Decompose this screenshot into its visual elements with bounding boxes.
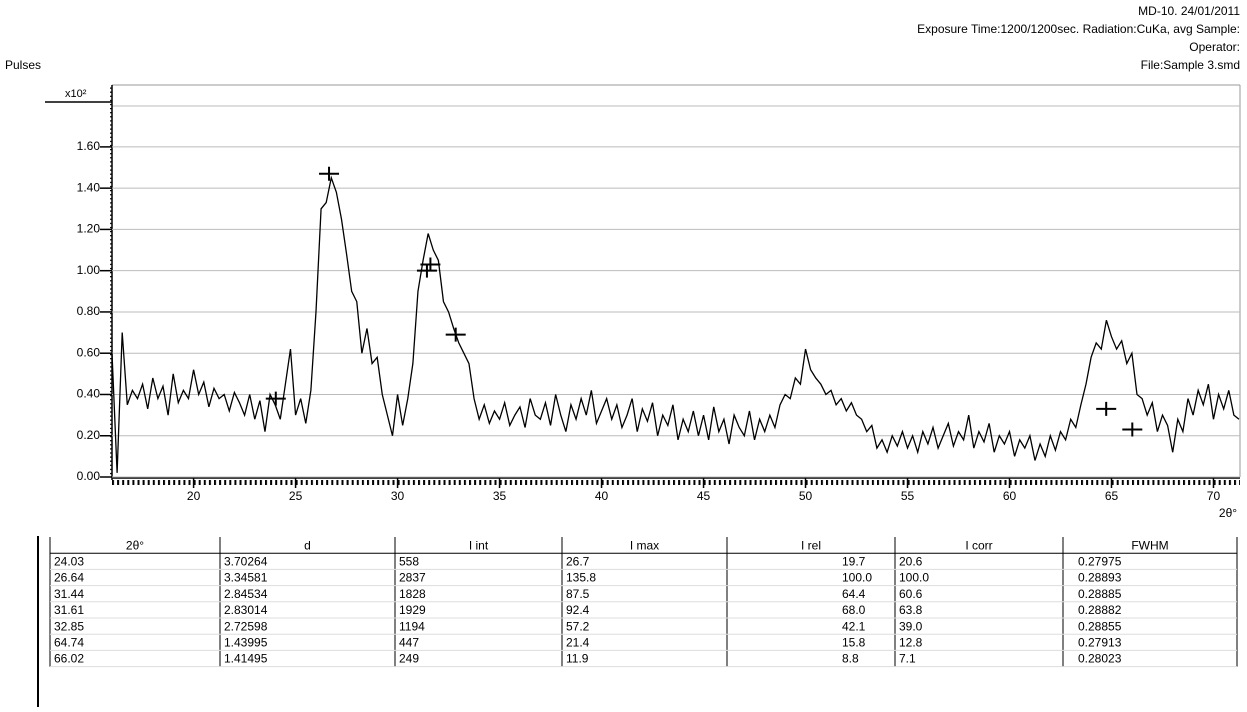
table-cell: 2.72598: [224, 619, 268, 633]
y-tick-label: 1.20: [77, 222, 101, 236]
header-line: Operator:: [1189, 40, 1240, 54]
table-cell: 135.8: [566, 571, 596, 585]
peak-marker: [265, 391, 286, 406]
y-tick-label: 0.60: [77, 345, 101, 359]
table-cell: 0.28885: [1078, 587, 1122, 601]
y-unit: x10²: [65, 88, 87, 100]
diffraction-line: [111, 175, 1240, 473]
table-cell: 20.6: [899, 554, 923, 568]
table-cell: 0.28023: [1078, 652, 1122, 666]
table-cell: 8.8: [842, 652, 859, 666]
table-cell: 0.28855: [1078, 619, 1122, 633]
table-cell: 1.41495: [224, 652, 268, 666]
table-cell: 15.8: [842, 635, 866, 649]
table-cell: 2.84534: [224, 587, 268, 601]
table-cell: 19.7: [842, 554, 866, 568]
x-tick-label: 70: [1207, 489, 1221, 503]
y-axis-label: Pulses: [5, 58, 41, 72]
peak-marker: [416, 263, 437, 278]
table-cell: 7.1: [899, 652, 916, 666]
table-cell: 87.5: [566, 587, 590, 601]
table-cell: 3.34581: [224, 571, 268, 585]
peak-marker: [420, 257, 441, 272]
header-line: MD-10. 24/01/2011: [1138, 4, 1240, 18]
x-tick-label: 25: [289, 489, 303, 503]
x-tick-label: 60: [1003, 489, 1017, 503]
y-tick-label: 0.80: [77, 304, 101, 318]
header-line: File:Sample 3.smd: [1141, 58, 1240, 72]
table-header: I rel: [801, 538, 821, 552]
header-line: Exposure Time:1200/1200sec. Radiation:Cu…: [917, 22, 1240, 36]
table-cell: 1194: [399, 619, 425, 633]
y-tick-label: 1.40: [77, 180, 101, 194]
table-cell: 64.4: [842, 587, 866, 601]
peak-marker: [445, 327, 466, 342]
x-tick-label: 65: [1105, 489, 1119, 503]
table-cell: 11.9: [566, 652, 589, 666]
table-header: I corr: [965, 538, 992, 552]
table-cell: 31.61: [54, 603, 84, 617]
table-header: d: [304, 538, 311, 552]
table-cell: 0.27913: [1078, 635, 1122, 649]
table-cell: 1929: [399, 603, 426, 617]
table-cell: 21.4: [566, 635, 590, 649]
table-cell: 64.74: [54, 635, 84, 649]
y-tick-label: 1.60: [77, 139, 101, 153]
x-tick-label: 30: [391, 489, 405, 503]
table-cell: 1828: [399, 587, 426, 601]
table-header: FWHM: [1131, 538, 1168, 552]
table-cell: 60.6: [899, 587, 923, 601]
table-cell: 42.1: [842, 619, 866, 633]
table-cell: 0.28893: [1078, 571, 1122, 585]
y-tick-label: 0.40: [77, 387, 101, 401]
table-cell: 2837: [399, 571, 426, 585]
table-cell: 0.27975: [1078, 554, 1122, 568]
table-cell: 24.03: [54, 554, 84, 568]
table-cell: 57.2: [566, 619, 590, 633]
peak-marker: [1122, 422, 1143, 437]
table-cell: 447: [399, 635, 419, 649]
table-cell: 3.70264: [224, 554, 268, 568]
x-axis-label: 2θ°: [1219, 506, 1237, 520]
table-cell: 1.43995: [224, 635, 268, 649]
table-cell: 39.0: [899, 619, 923, 633]
table-cell: 2.83014: [224, 603, 268, 617]
table-header: I max: [630, 538, 659, 552]
table-cell: 12.8: [899, 635, 923, 649]
x-tick-label: 50: [799, 489, 813, 503]
table-cell: 249: [399, 652, 419, 666]
y-minor-ticks: [106, 85, 112, 477]
table-cell: 26.64: [54, 571, 84, 585]
y-tick-label: 0.00: [77, 469, 101, 483]
peak-marker: [319, 166, 340, 181]
y-tick-label: 1.00: [77, 263, 101, 277]
x-tick-label: 55: [901, 489, 915, 503]
y-tick-label: 0.20: [77, 428, 101, 442]
table-cell: 26.7: [566, 554, 590, 568]
table-cell: 100.0: [842, 571, 872, 585]
table-cell: 66.02: [54, 652, 84, 666]
peak-marker: [1096, 401, 1117, 416]
table-header: 2θ°: [126, 538, 144, 552]
x-tick-label: 45: [697, 489, 711, 503]
table-header: I int: [469, 538, 489, 552]
table-cell: 63.8: [899, 603, 923, 617]
x-tick-label: 35: [493, 489, 507, 503]
table-cell: 100.0: [899, 571, 929, 585]
x-tick-label: 40: [595, 489, 609, 503]
table-cell: 32.85: [54, 619, 84, 633]
table-cell: 92.4: [566, 603, 590, 617]
table-cell: 558: [399, 554, 419, 568]
x-minor-ticks: [112, 480, 1240, 485]
x-tick-label: 20: [187, 489, 201, 503]
table-cell: 68.0: [842, 603, 866, 617]
table-cell: 31.44: [54, 587, 84, 601]
table-cell: 0.28882: [1078, 603, 1122, 617]
